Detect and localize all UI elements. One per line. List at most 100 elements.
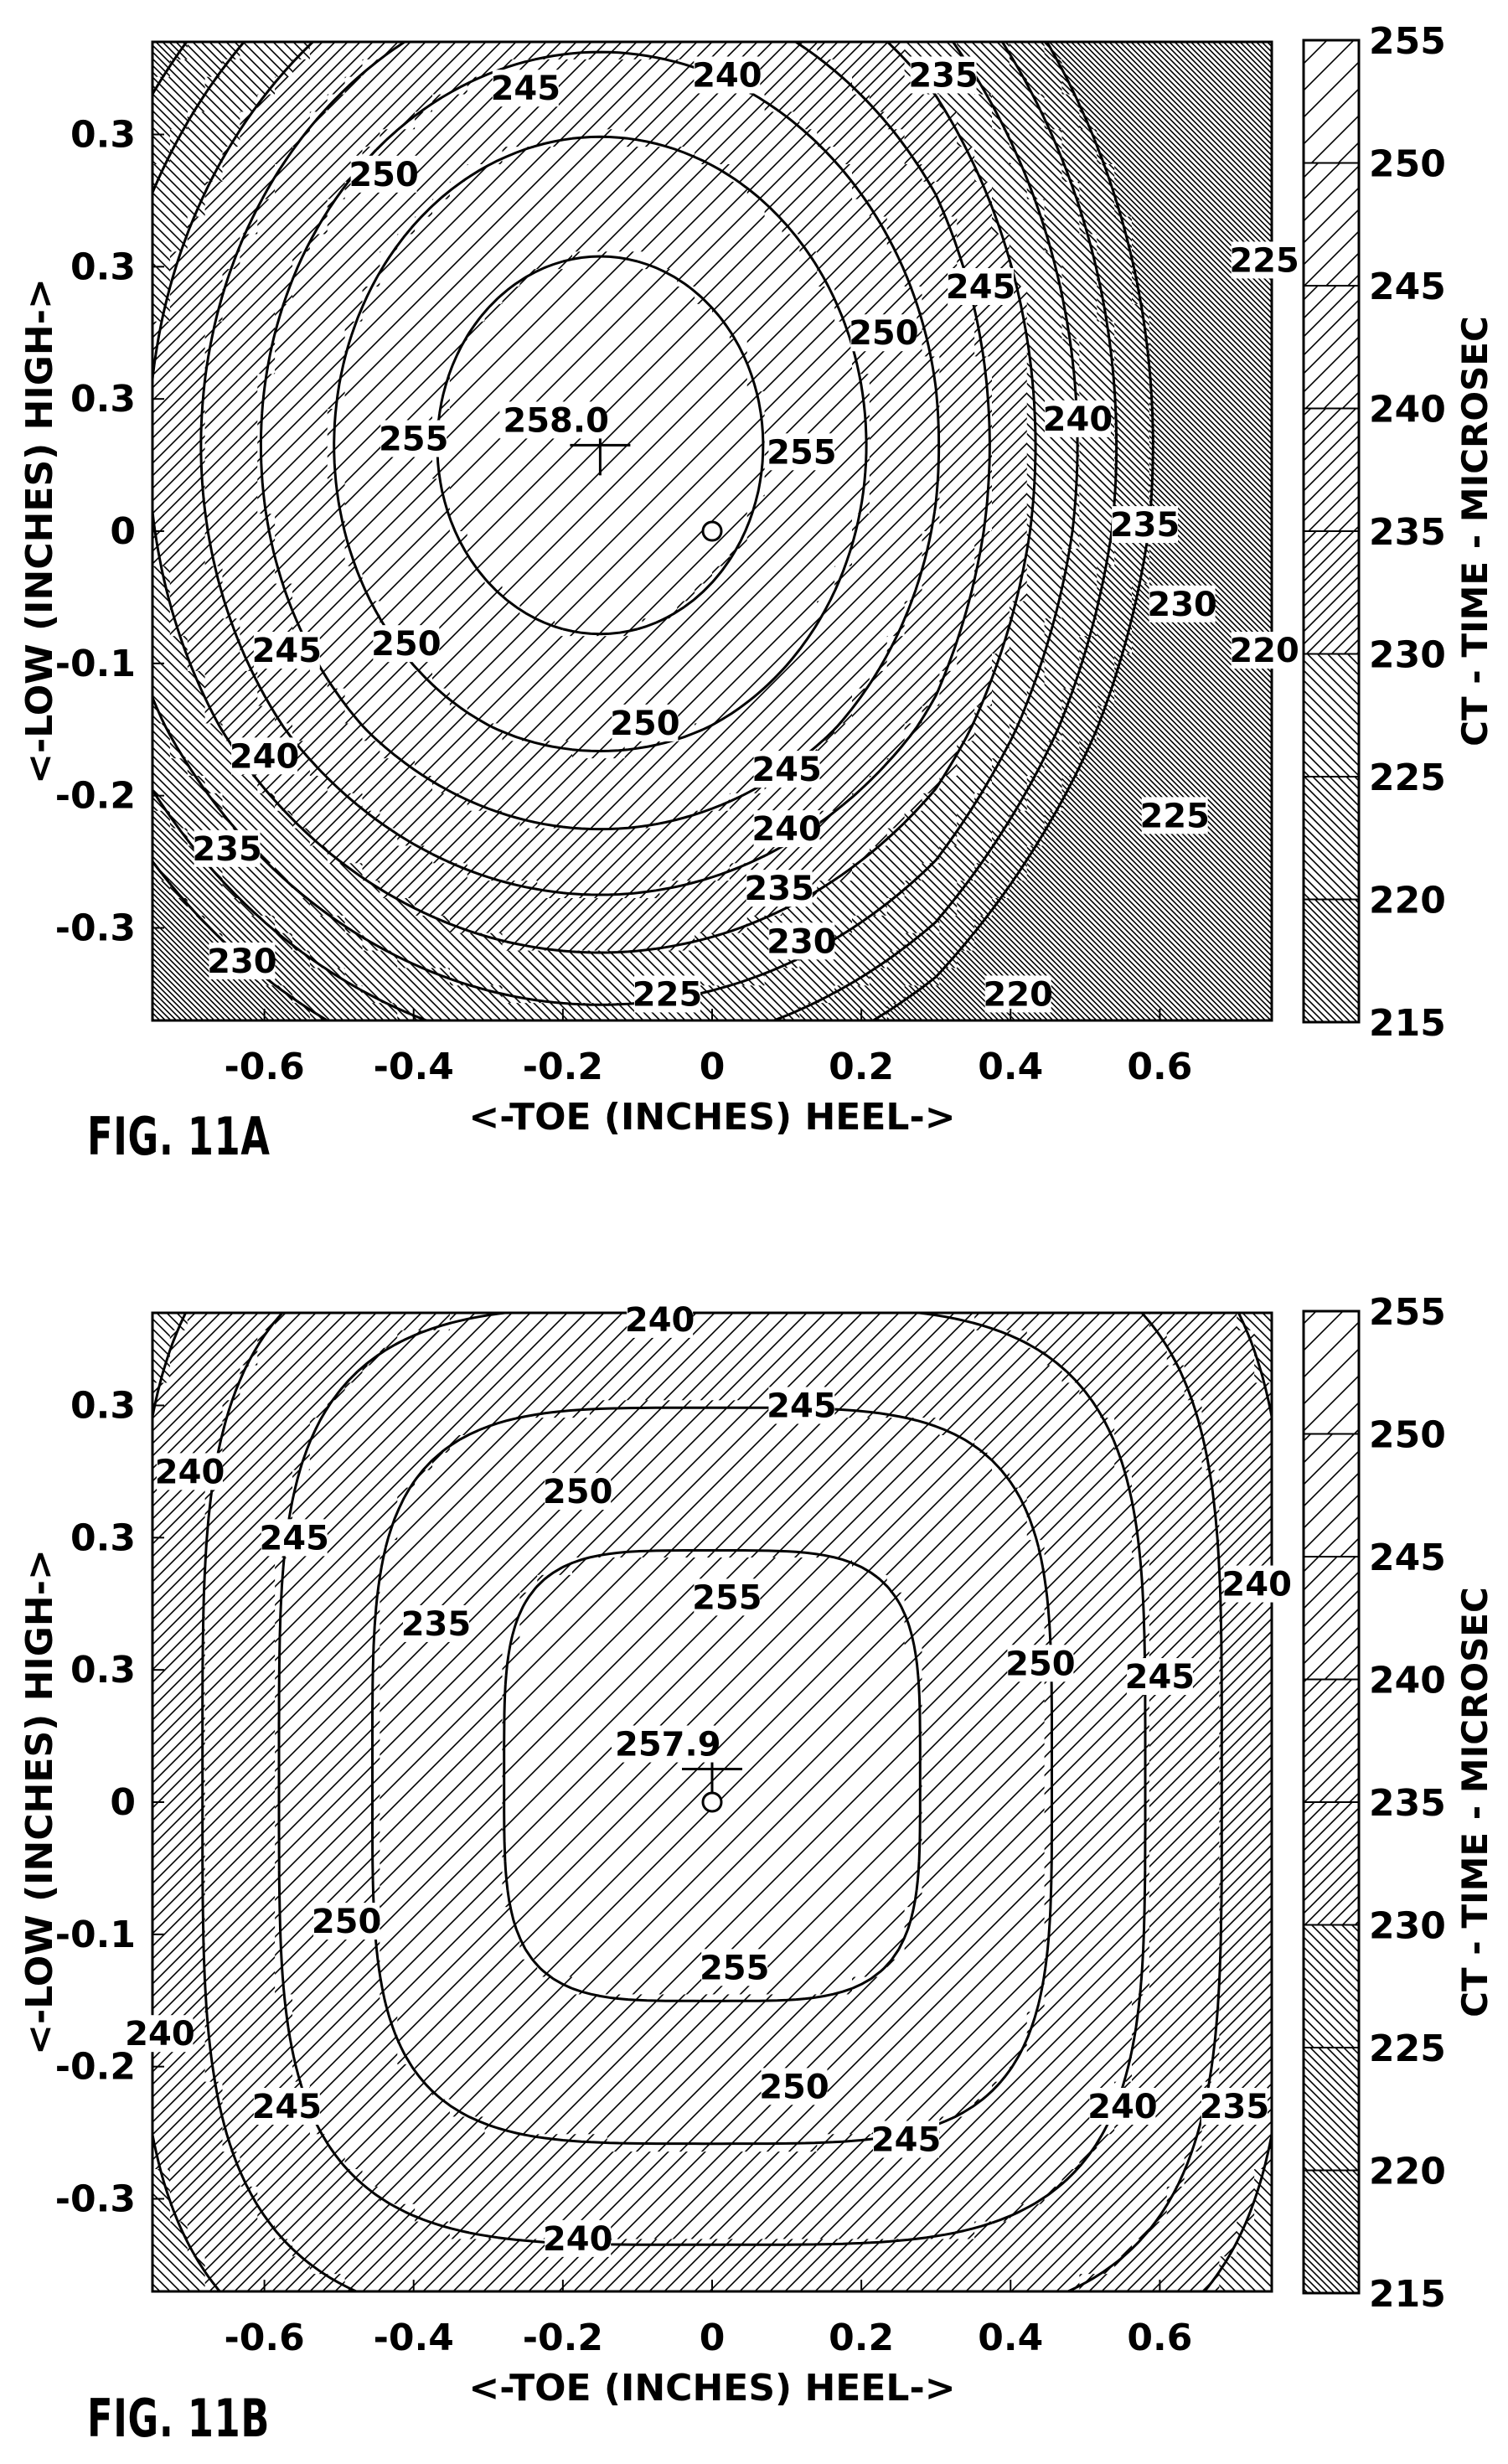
contour-label-bg <box>984 975 1051 1013</box>
colorbar-tick-label: 255 <box>1369 1291 1446 1334</box>
contour-label-bg <box>634 975 701 1013</box>
origin-marker <box>701 1791 723 1813</box>
contour-label: 245 <box>871 2120 942 2159</box>
colorbar-tick-label: 240 <box>1369 389 1446 431</box>
contour-label: 240 <box>230 737 300 776</box>
colorbar-tick-label: 235 <box>1369 1782 1446 1825</box>
colorbar-tick-label: 230 <box>1369 1905 1446 1948</box>
contour-label: 235 <box>1110 506 1180 545</box>
contour-label-bg <box>209 942 276 979</box>
contour-label: 250 <box>759 2068 829 2106</box>
x-tick-label: -0.2 <box>523 1046 603 1088</box>
x-tick-label: -0.6 <box>224 2317 304 2359</box>
colorbar-band <box>1303 1924 1360 2048</box>
contour-label-bg <box>910 56 977 94</box>
contour-label-bg <box>1223 1565 1290 1603</box>
colorbar-label: CT - TIME - MICROSEC <box>1454 1587 1495 2017</box>
colorbar-tick-label: 250 <box>1369 143 1446 186</box>
contour-label-bg <box>761 2068 828 2105</box>
contour-label: 250 <box>312 1903 382 1941</box>
y-tick-label: 0.3 <box>70 245 136 288</box>
contour-label-bg <box>873 2120 940 2158</box>
contour-label-bg <box>1044 400 1111 437</box>
contour-label: 240 <box>1221 1566 1292 1604</box>
y-tick-label: -0.2 <box>55 2046 136 2089</box>
contour-label: 240 <box>692 56 762 95</box>
x-tick-label: 0.4 <box>978 2317 1043 2359</box>
contour-label: 245 <box>751 751 822 789</box>
colorbar-band <box>1303 1310 1360 1435</box>
colorbar-band <box>1303 776 1360 901</box>
contour-label: 255 <box>700 1949 770 1987</box>
contour-label: 245 <box>252 2088 323 2126</box>
colorbar-tick-label: 255 <box>1369 20 1446 63</box>
contour-label-bg <box>492 70 559 107</box>
colorbar-band <box>1303 2047 1360 2172</box>
contour-label: 245 <box>767 1387 837 1425</box>
x-tick-label: 0 <box>700 1046 726 1088</box>
y-axis-label: <-LOW (INCHES) HIGH-> <box>18 1549 61 2055</box>
contour-label: 235 <box>401 1605 472 1644</box>
contour-line-240 <box>199 42 991 896</box>
contour-label-bg <box>253 632 320 669</box>
y-tick-label: 0.3 <box>70 113 136 156</box>
contour-label-bg <box>373 625 440 663</box>
contour-line-225 <box>152 42 1118 1020</box>
y-tick-label: -0.1 <box>55 643 136 685</box>
colorbar-band <box>1303 653 1360 777</box>
x-tick-label: -0.6 <box>224 1046 304 1088</box>
x-tick-label: 0 <box>700 2317 726 2359</box>
y-tick-label: -0.3 <box>55 2178 136 2221</box>
contour-label-bg <box>753 810 820 848</box>
contour-chart-11a: 245 240 235 250 250 245 255 255 240 235 225 230 220 2… <box>18 20 1495 1139</box>
contour-label-bg <box>545 1473 612 1511</box>
contour-label-bg <box>948 268 1015 305</box>
colorbar-band <box>1303 898 1360 1023</box>
contour-label: 225 <box>1229 241 1299 280</box>
colorbar-tick-label: 250 <box>1369 1414 1446 1457</box>
contour-label: 255 <box>692 1578 762 1617</box>
contour-label: 230 <box>1147 586 1217 624</box>
contour-line-255 <box>436 255 765 636</box>
contour-label: 240 <box>625 1301 695 1340</box>
colorbar-band <box>1303 1678 1360 1803</box>
contour-label-bg <box>127 2015 194 2053</box>
contour-label-bg <box>612 704 679 741</box>
contour-label-bg <box>694 1578 761 1616</box>
contour-label: 220 <box>1229 632 1299 670</box>
contour-label-bg <box>753 751 820 788</box>
contour-label: 250 <box>1005 1645 1076 1683</box>
colorbar-band <box>1303 162 1360 287</box>
contour-label: 235 <box>1200 2088 1270 2126</box>
contour-label-bg <box>261 1519 328 1557</box>
contour-label-bg <box>380 420 447 457</box>
contour-label: 240 <box>543 2220 613 2259</box>
colorbar-tick-label: 220 <box>1369 2151 1446 2193</box>
contour-label-bg <box>850 314 917 352</box>
colorbar-label: CT - TIME - MICROSEC <box>1454 316 1495 746</box>
colorbar-tick-label: 215 <box>1369 1002 1446 1045</box>
contour-label: 220 <box>983 975 1053 1014</box>
contour-label: 245 <box>946 268 1016 307</box>
contour-label: 240 <box>1043 400 1113 439</box>
x-tick-label: 0.4 <box>978 1046 1043 1088</box>
colorbar-band <box>1303 2169 1360 2294</box>
contour-line-235 <box>152 1313 1272 2291</box>
contour-label-bg <box>1201 2088 1268 2126</box>
contour-label: 240 <box>751 810 822 849</box>
contour-label: 250 <box>371 625 442 664</box>
contour-label-bg <box>1141 797 1208 834</box>
colorbar-tick-label: 220 <box>1369 880 1446 922</box>
x-tick-label: 0.2 <box>829 2317 894 2359</box>
x-tick-label: 0.2 <box>829 1046 894 1088</box>
contour-label-bg <box>231 737 298 775</box>
figure-label-11b: FIG. 11B <box>87 2388 271 2449</box>
x-tick-label: -0.4 <box>374 1046 454 1088</box>
y-tick-label: 0.3 <box>70 1516 136 1559</box>
contour-label: 250 <box>610 705 680 743</box>
contour-label: 245 <box>259 1519 329 1557</box>
colorbar-tick-label: 225 <box>1369 2028 1446 2070</box>
contour-label-bg <box>768 1387 835 1424</box>
colorbar-band <box>1303 39 1360 164</box>
colorbar-tick-label: 235 <box>1369 511 1446 554</box>
